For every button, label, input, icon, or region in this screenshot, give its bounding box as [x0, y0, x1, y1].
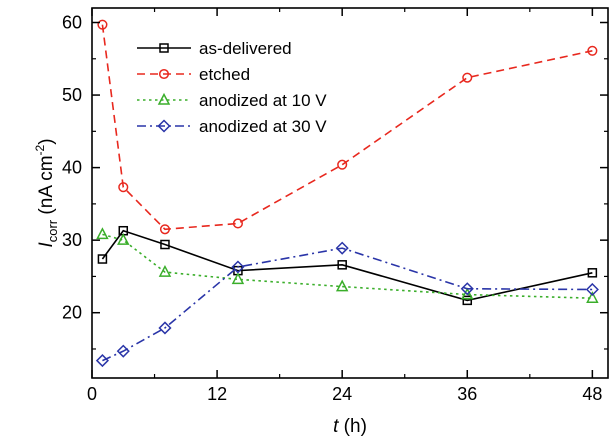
- data-point: [95, 354, 109, 368]
- y-axis-unit-close: ): [36, 138, 57, 144]
- x-tick-label: 24: [332, 384, 352, 404]
- y-tick-label: 50: [62, 85, 82, 105]
- legend-marker: [159, 43, 169, 53]
- data-point: [337, 159, 348, 170]
- y-axis-title: Icorr (nA cm-2): [33, 138, 60, 247]
- series-diamond: [95, 241, 599, 368]
- data-point: [337, 260, 347, 270]
- data-point: [96, 227, 109, 240]
- data-point: [232, 218, 243, 229]
- data-point: [335, 241, 349, 255]
- series-square: [97, 225, 598, 306]
- x-tick-label: 48: [582, 384, 602, 404]
- y-axis-unit: (nA cm: [36, 155, 57, 219]
- legend-item: anodized at 30 V: [137, 117, 327, 136]
- y-axis-unit-exponent: -2: [33, 144, 47, 155]
- axes-ticks: 0 12 24 36 48 20 30 40 50 60: [62, 8, 608, 404]
- x-tick-label: 0: [87, 384, 97, 404]
- y-axis-subscript: corr: [45, 219, 60, 242]
- legend-marker: [157, 119, 171, 133]
- data-point: [587, 45, 598, 56]
- data-point: [335, 279, 349, 292]
- legend-label: as-delivered: [199, 39, 292, 58]
- data-point: [117, 233, 130, 245]
- y-tick-label: 60: [62, 13, 82, 33]
- data-point: [586, 291, 599, 303]
- data-point: [462, 295, 473, 306]
- y-axis-variable: I: [36, 242, 57, 248]
- legend-marker: [157, 92, 171, 105]
- x-axis-title: t (h): [333, 416, 367, 437]
- legend-item: as-delivered: [137, 39, 292, 58]
- data-point: [585, 282, 599, 297]
- x-tick-label: 12: [207, 384, 227, 404]
- legend-label: etched: [199, 65, 250, 84]
- data-point: [118, 182, 129, 193]
- plot-content: [95, 19, 599, 368]
- data-point: [97, 254, 108, 264]
- y-tick-label: 30: [62, 230, 82, 250]
- series-line: [102, 247, 593, 362]
- x-tick-label: 36: [457, 384, 477, 404]
- data-point: [461, 287, 474, 300]
- legend-item: anodized at 10 V: [137, 91, 327, 110]
- series-circle: [97, 19, 598, 235]
- series-line: [101, 229, 593, 302]
- legend-label: anodized at 30 V: [199, 117, 327, 136]
- data-point: [462, 72, 473, 83]
- legend-label: anodized at 10 V: [199, 91, 327, 110]
- series-triangle: [96, 227, 599, 303]
- data-point: [160, 239, 170, 250]
- series-line: [101, 24, 593, 231]
- data-point: [587, 268, 598, 278]
- y-tick-label: 20: [62, 303, 82, 323]
- data-point: [159, 224, 171, 235]
- data-point: [231, 260, 245, 274]
- data-point: [97, 19, 108, 30]
- data-point: [231, 272, 245, 285]
- data-point: [158, 264, 172, 277]
- y-tick-label: 40: [62, 158, 82, 178]
- data-point: [158, 321, 172, 335]
- legend-marker: [158, 68, 170, 80]
- plot-frame: [91, 7, 609, 379]
- data-point: [116, 344, 130, 358]
- data-point: [460, 282, 474, 296]
- legend-item: etched: [137, 65, 250, 84]
- x-axis-unit: (h): [338, 416, 367, 437]
- legend: as-delivered etched anodized at 10 V anodiz…: [137, 39, 327, 136]
- x-axis-variable: t: [333, 416, 339, 437]
